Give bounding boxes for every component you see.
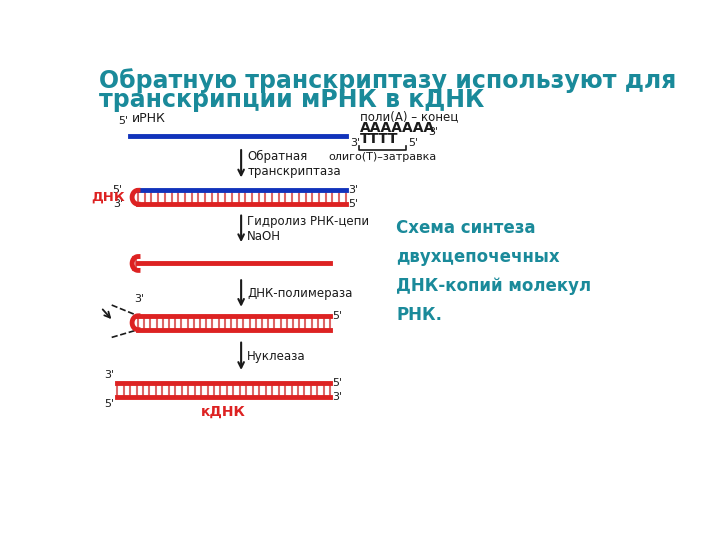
Text: 3': 3' — [104, 370, 114, 381]
Text: ДНК-полимераза: ДНК-полимераза — [248, 287, 353, 300]
Text: 5': 5' — [112, 185, 122, 195]
Text: 3': 3' — [134, 294, 144, 303]
Text: Обратная
транскриптаза: Обратная транскриптаза — [248, 150, 341, 178]
Text: 3': 3' — [333, 392, 343, 402]
Text: иРНК: иРНК — [132, 112, 166, 125]
Text: олиго(Т)–затравка: олиго(Т)–затравка — [328, 152, 437, 162]
Text: 3': 3' — [351, 138, 361, 147]
Text: 3': 3' — [428, 127, 438, 137]
Text: 3': 3' — [113, 199, 123, 209]
Text: Гидролиз РНК-цепи
NaOH: Гидролиз РНК-цепи NaOH — [248, 215, 369, 243]
Text: поли(А) – конец: поли(А) – конец — [360, 110, 458, 123]
Text: ААААААА: ААААААА — [360, 121, 435, 135]
Text: 5': 5' — [333, 311, 343, 321]
Text: 5': 5' — [408, 138, 418, 147]
Text: Обратную транскриптазу используют для: Обратную транскриптазу используют для — [99, 69, 677, 93]
Text: 5': 5' — [104, 399, 114, 409]
Text: 3': 3' — [348, 185, 359, 195]
Text: ДНК: ДНК — [91, 191, 125, 204]
Text: 5': 5' — [118, 116, 128, 126]
Text: транскрипции мРНК в кДНК: транскрипции мРНК в кДНК — [99, 88, 485, 112]
Text: ТТТТ: ТТТТ — [360, 132, 398, 146]
Text: 5': 5' — [348, 199, 359, 209]
Text: кДНК: кДНК — [202, 404, 246, 418]
Text: Схема синтеза
двухцепочечных
ДНК-копий молекул
РНК.: Схема синтеза двухцепочечных ДНК-копий м… — [396, 219, 591, 325]
Text: 5': 5' — [333, 378, 343, 388]
Text: Нуклеаза: Нуклеаза — [248, 350, 306, 363]
